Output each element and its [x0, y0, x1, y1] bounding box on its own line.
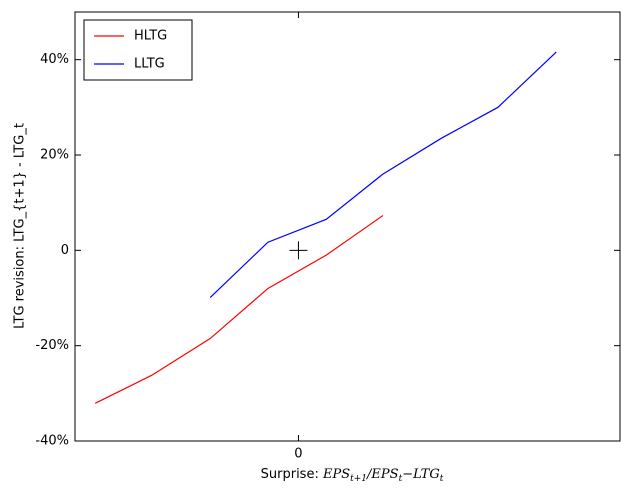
y-tick-label: -20% [35, 338, 69, 353]
x-label-sub: t [399, 474, 403, 484]
y-tick-label: 40% [40, 52, 69, 67]
x-tick-label: 0 [294, 447, 302, 462]
y-tick-label: 20% [40, 148, 69, 163]
y-axis-label: LTG revision: LTG_{t+1} - LTG_t [13, 123, 28, 329]
plot-frame [74, 11, 621, 442]
x-label-text: Surprise: [261, 467, 319, 482]
x-axis-label: Surprise: EPSt+1​/EPSt​−LTGt​ [261, 467, 444, 484]
series-line [209, 51, 557, 298]
x-label-sub: t+1 [350, 474, 367, 484]
series-line [94, 215, 384, 404]
x-label-math: EPS [322, 467, 350, 482]
y-tick-label: 0 [61, 243, 69, 258]
x-label-math: /EPS [365, 467, 399, 482]
legend-box [83, 19, 193, 81]
legend-label: HLTG [134, 29, 167, 44]
x-label-math: −LTG [402, 467, 440, 482]
crosshair [289, 241, 308, 260]
y-tick-label: -40% [35, 434, 69, 449]
x-label-sub: t [440, 474, 444, 484]
legend-label: LLTG [134, 57, 165, 72]
